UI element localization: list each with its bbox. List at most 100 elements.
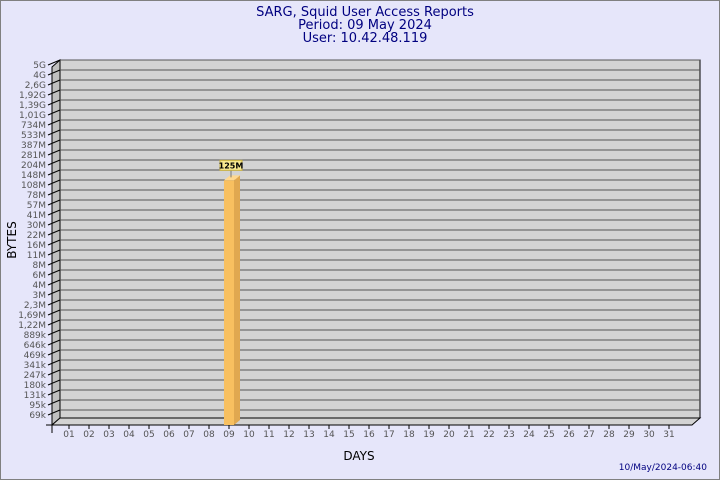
x-tick-label: 21 <box>463 430 474 440</box>
x-tick-label: 03 <box>103 430 114 440</box>
x-tick-label: 01 <box>63 430 74 440</box>
y-tick <box>47 229 61 236</box>
generated-timestamp: 10/May/2024-06:40 <box>619 463 707 473</box>
x-tick-label: 28 <box>603 430 615 440</box>
x-tick-label: 08 <box>203 430 215 440</box>
x-tick-label: 06 <box>163 430 175 440</box>
x-tick-label: 04 <box>123 430 135 440</box>
y-axis-label: BYTES <box>5 221 19 258</box>
floor <box>50 417 702 426</box>
x-tick-label: 25 <box>543 430 554 440</box>
x-tick-label: 16 <box>363 430 375 440</box>
x-tick-label: 10 <box>243 430 255 440</box>
bar-09 <box>224 180 234 425</box>
x-tick-label: 17 <box>383 430 394 440</box>
x-tick-label: 31 <box>663 430 674 440</box>
y-tick <box>47 189 61 196</box>
y-tick <box>47 289 61 296</box>
y-tick-label: 387M <box>21 141 46 151</box>
y-tick <box>47 129 61 136</box>
x-tick-label: 02 <box>83 430 94 440</box>
y-tick-label: 78M <box>27 191 46 201</box>
y-tick <box>47 349 61 356</box>
y-tick-label: 16M <box>27 241 46 251</box>
y-tick-label: 95k <box>29 401 46 411</box>
y-tick-label: 69k <box>29 411 46 421</box>
x-tick-label: 22 <box>483 430 494 440</box>
y-tick-label: 22M <box>27 231 46 241</box>
y-tick <box>47 269 61 276</box>
y-tick-label: 4G <box>33 71 46 81</box>
y-tick <box>47 199 61 206</box>
x-tick-label: 27 <box>583 430 594 440</box>
y-tick-label: 57M <box>27 201 46 211</box>
y-tick <box>47 369 61 376</box>
y-tick-label: 180k <box>24 381 47 391</box>
x-tick-label: 29 <box>623 430 635 440</box>
x-tick-label: 07 <box>183 430 194 440</box>
data-label: 125M <box>219 161 244 170</box>
y-tick-label: 646k <box>24 341 47 351</box>
y-tick <box>47 149 61 156</box>
y-tick <box>47 259 61 266</box>
y-tick-label: 131k <box>24 391 47 401</box>
y-tick <box>47 239 61 246</box>
y-tick <box>47 329 61 336</box>
y-tick <box>47 299 61 306</box>
y-tick-label: 1,22M <box>18 321 46 331</box>
y-tick-label: 148M <box>21 171 46 181</box>
y-tick-label: 734M <box>21 121 46 131</box>
x-tick-label: 30 <box>643 430 655 440</box>
y-tick-label: 41M <box>27 211 46 221</box>
x-tick-label: 11 <box>263 430 274 440</box>
data-label-box <box>219 159 243 171</box>
x-tick-label: 12 <box>283 430 294 440</box>
y-tick-label: 1,92G <box>19 91 46 101</box>
x-tick-label: 09 <box>223 430 235 440</box>
y-tick-label: 1,39G <box>19 101 46 111</box>
y-tick <box>47 209 61 216</box>
y-tick-label: 6M <box>33 271 47 281</box>
y-tick-label: 3M <box>33 291 47 301</box>
y-tick-label: 1,01G <box>19 111 46 121</box>
y-tick-label: 5G <box>33 61 46 71</box>
y-tick-label: 108M <box>21 181 46 191</box>
y-tick <box>47 279 61 286</box>
y-tick <box>47 169 61 176</box>
y-tick-label: 281M <box>21 151 46 161</box>
y-tick <box>47 119 61 126</box>
y-tick <box>47 389 61 396</box>
x-tick-label: 24 <box>523 430 535 440</box>
y-tick <box>47 139 61 146</box>
y-tick <box>47 379 61 386</box>
y-tick-label: 1,69M <box>18 311 46 321</box>
y-tick <box>47 69 61 76</box>
y-tick-label: 4M <box>33 281 47 291</box>
y-tick-label: 247k <box>24 371 47 381</box>
y-tick-label: 2,3M <box>24 301 46 311</box>
y-tick <box>47 249 61 256</box>
y-tick-label: 30M <box>27 221 46 231</box>
x-tick-label: 14 <box>323 430 335 440</box>
chart-title: SARG, Squid User Access Reports <box>256 5 474 20</box>
x-tick-label: 05 <box>143 430 154 440</box>
x-tick-label: 13 <box>303 430 314 440</box>
x-tick-label: 20 <box>443 430 455 440</box>
y-tick <box>47 89 61 96</box>
chart-period: Period: 09 May 2024 <box>298 18 432 33</box>
y-tick-label: 889k <box>24 331 47 341</box>
y-tick <box>47 399 61 406</box>
y-tick <box>47 359 61 366</box>
y-tick <box>47 309 61 316</box>
x-tick-label: 18 <box>403 430 415 440</box>
y-tick-label: 341k <box>24 361 47 371</box>
y-tick <box>47 109 61 116</box>
y-tick-label: 469k <box>24 351 47 361</box>
bar-top-09 <box>224 175 240 181</box>
x-axis-label: DAYS <box>343 449 374 463</box>
y-tick-label: 8M <box>33 261 47 271</box>
x-tick-label: 23 <box>503 430 514 440</box>
y-tick <box>47 79 61 86</box>
bar-side-09 <box>234 175 240 425</box>
y-tick <box>47 219 61 226</box>
